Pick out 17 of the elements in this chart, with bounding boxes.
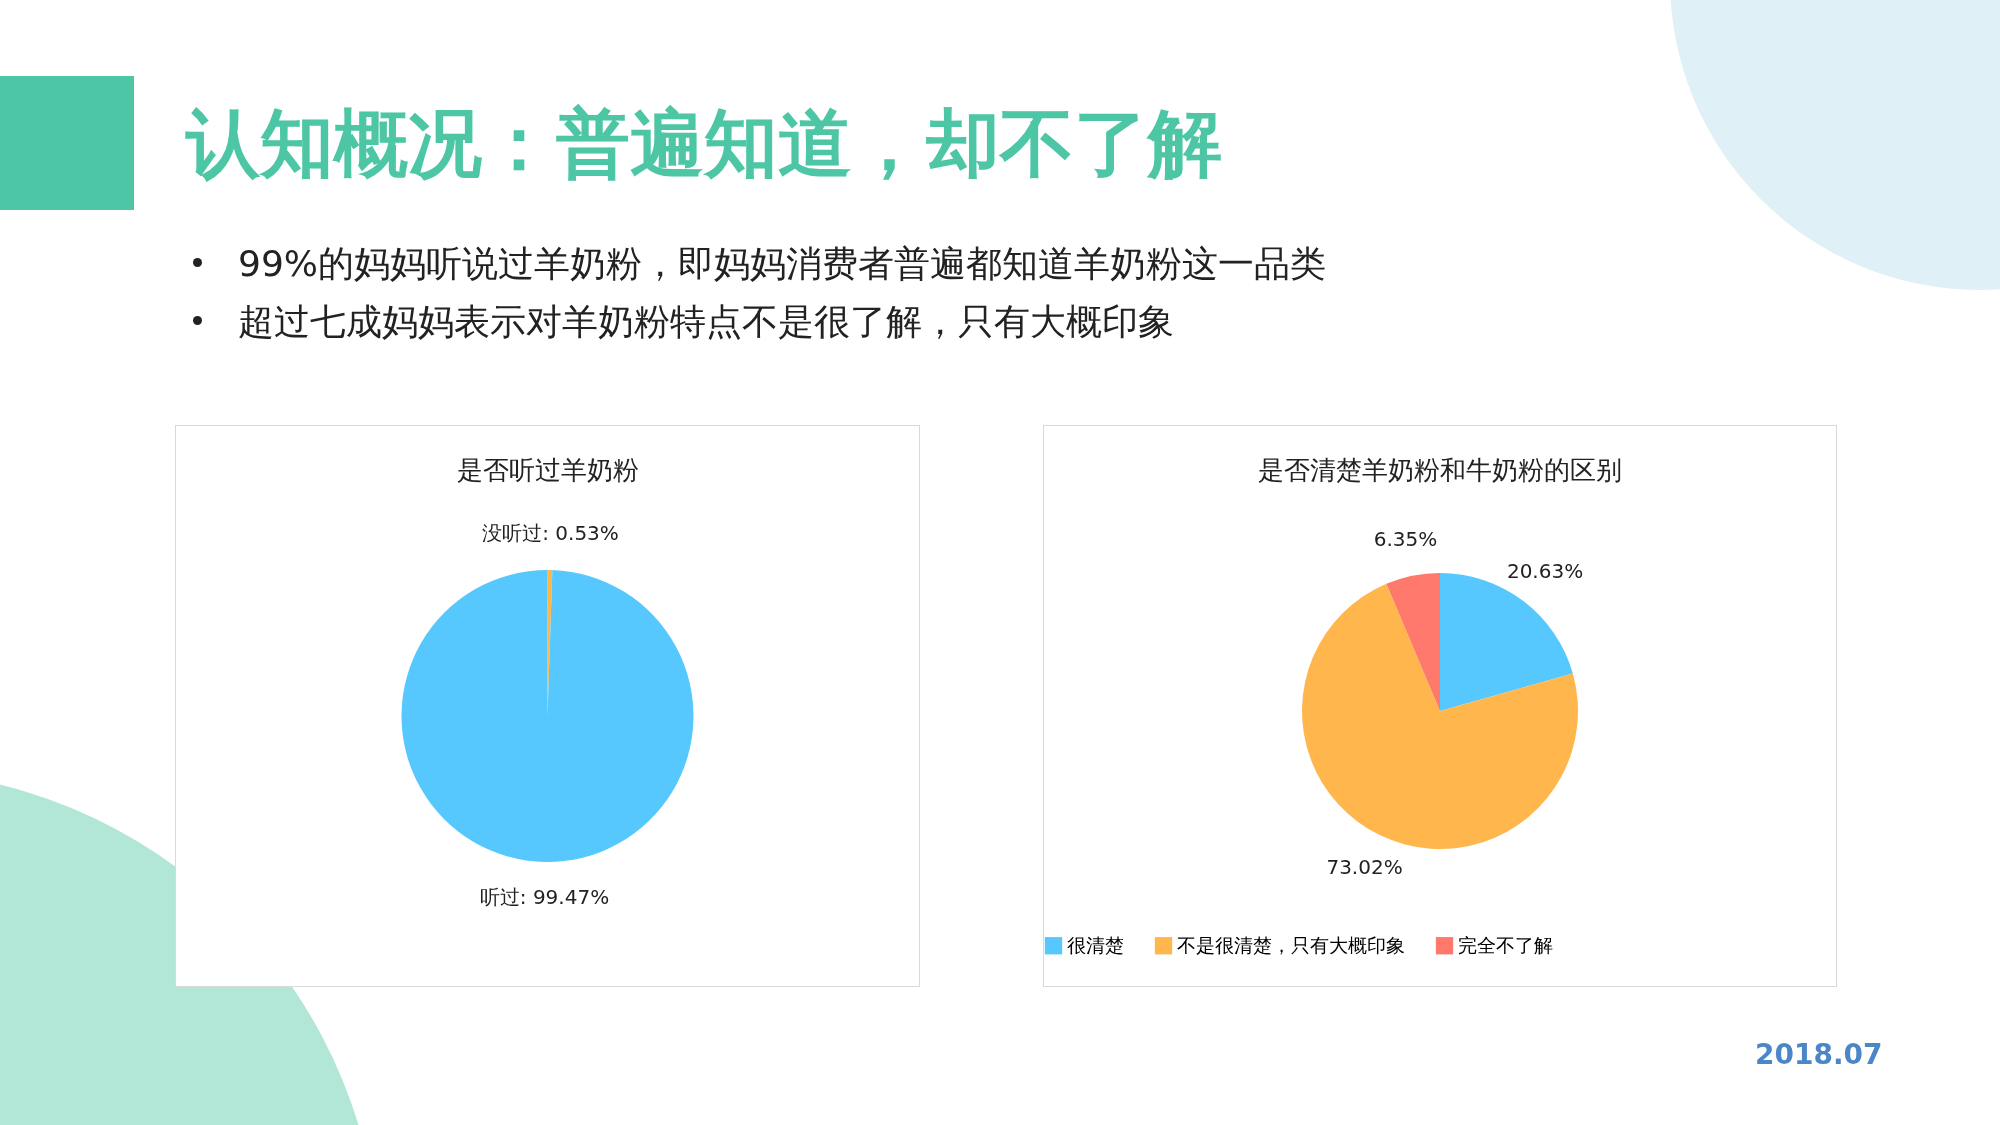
- data-label: 73.02%: [1326, 854, 1403, 879]
- slice-label: 听过: 99.47%: [479, 884, 610, 909]
- pie-slice: [1386, 573, 1440, 711]
- chart-title: 是否听过羊奶粉: [456, 455, 639, 485]
- text: 超过七成妈妈表示对羊奶粉特点不是很了解，只有大概印象: [238, 300, 1174, 344]
- slice-label: 没听过: 0.53%: [482, 521, 619, 546]
- text: 99%的妈妈听说过羊奶粉，即妈妈消费者普遍都知道羊奶粉这一品类: [238, 242, 1327, 286]
- text: 2018.07: [1755, 1038, 1883, 1071]
- pie-slice: [1302, 583, 1578, 849]
- pie-slice: [401, 570, 694, 862]
- legend-label: 很清楚: [1067, 933, 1124, 956]
- data-label: 20.63%: [1506, 559, 1584, 584]
- text: 认知概况：普遍知道，却不了解: [186, 99, 1222, 188]
- legend-label: 不是很清楚，只有大概印象: [1177, 933, 1405, 956]
- data-label: 6.35%: [1373, 527, 1438, 552]
- legend-label: 完全不了解: [1458, 933, 1553, 956]
- chart-title: 是否清楚羊奶粉和牛奶粉的区别: [1258, 455, 1622, 485]
